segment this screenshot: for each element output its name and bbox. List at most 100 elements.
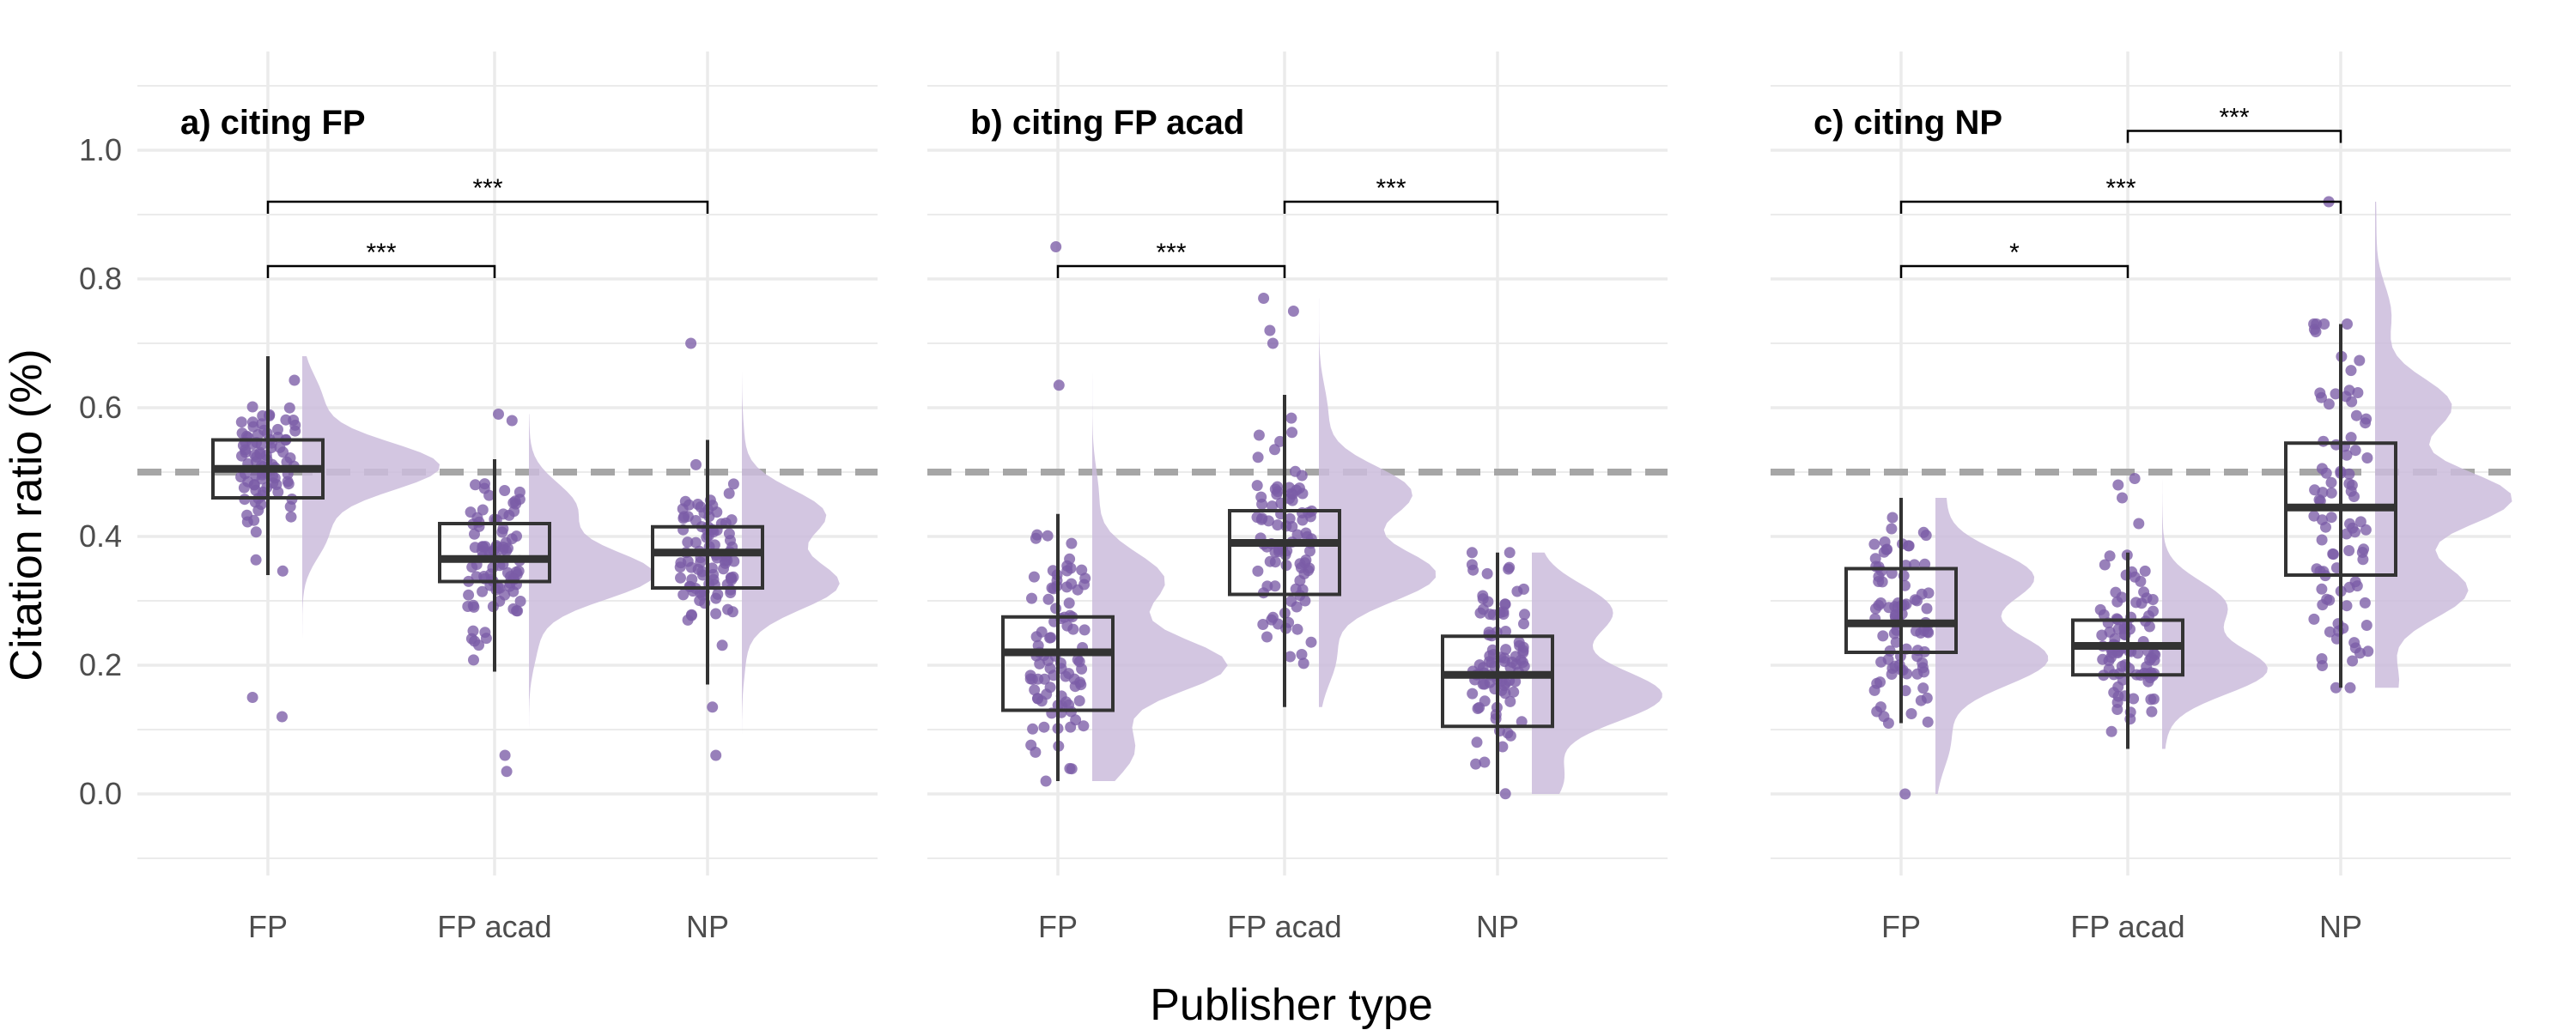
data-point xyxy=(1047,565,1059,577)
data-point xyxy=(1028,571,1040,583)
panel-2: FP FP acad NP *** *** b) citing FP acad xyxy=(927,52,1668,944)
x-tick-label: FP acad xyxy=(2070,909,2184,944)
significance-label: *** xyxy=(1156,239,1186,267)
data-point xyxy=(2146,706,2158,718)
data-point xyxy=(1515,654,1527,666)
data-point xyxy=(2360,417,2372,429)
data-point xyxy=(238,482,250,494)
significance-bracket xyxy=(2126,130,2342,143)
data-point xyxy=(1472,703,1484,714)
data-point xyxy=(2340,391,2352,403)
significance-label: *** xyxy=(2105,174,2136,203)
data-point xyxy=(1303,565,1315,577)
outlier-point xyxy=(1287,306,1299,317)
significance-label: *** xyxy=(472,174,502,203)
outlier-point xyxy=(685,337,697,349)
outlier-point xyxy=(1267,337,1279,349)
data-point xyxy=(1030,532,1042,544)
data-point xyxy=(1038,721,1050,733)
box-2 xyxy=(1228,509,1341,597)
data-point xyxy=(2343,545,2355,556)
data-point xyxy=(2328,548,2339,560)
data-point xyxy=(258,486,269,498)
outlier-point xyxy=(1050,241,1062,252)
data-point xyxy=(727,478,739,490)
data-point xyxy=(1253,429,1265,441)
outlier-point xyxy=(2129,473,2141,484)
data-point xyxy=(2148,693,2160,705)
data-point xyxy=(1269,580,1281,592)
x-tick-label: FP xyxy=(248,909,288,944)
data-point xyxy=(2362,645,2374,657)
data-point xyxy=(2344,682,2356,694)
data-point xyxy=(1878,711,1890,723)
data-point xyxy=(1066,537,1078,549)
significance-label: * xyxy=(2009,239,2020,267)
data-point xyxy=(1255,491,1267,503)
data-point xyxy=(1470,758,1482,770)
data-point xyxy=(2316,653,2328,664)
data-point xyxy=(1477,603,1489,615)
data-point xyxy=(1882,653,1894,665)
data-point xyxy=(480,633,492,645)
data-point xyxy=(675,557,687,569)
data-point xyxy=(1915,694,1927,706)
data-point xyxy=(2128,693,2140,705)
data-point xyxy=(2330,388,2342,400)
significance-bracket xyxy=(266,264,496,278)
significance-bracket xyxy=(1056,264,1286,278)
data-point xyxy=(1252,565,1264,577)
data-point xyxy=(468,654,479,666)
data-point xyxy=(2345,365,2357,377)
density-3 xyxy=(742,343,840,755)
data-point xyxy=(2117,674,2129,686)
data-point xyxy=(2341,449,2353,461)
data-point xyxy=(677,589,690,601)
data-point xyxy=(1061,620,1073,632)
outlier-point xyxy=(2117,492,2128,504)
data-point xyxy=(1267,500,1278,512)
data-point xyxy=(2124,623,2136,635)
outlier-point xyxy=(707,701,719,713)
data-point xyxy=(1481,567,1493,579)
data-point xyxy=(483,489,495,501)
data-point xyxy=(2099,559,2111,571)
data-point xyxy=(276,565,289,577)
data-point xyxy=(2321,593,2333,605)
data-point xyxy=(2308,324,2320,336)
data-point xyxy=(1042,530,1054,542)
data-point xyxy=(1917,682,1929,694)
box-1 xyxy=(1844,566,1958,654)
significance-bracket xyxy=(1283,200,1499,214)
data-point xyxy=(1876,576,1888,588)
data-point xyxy=(465,506,477,518)
data-point xyxy=(2316,534,2328,546)
data-point xyxy=(1921,603,1933,615)
data-point xyxy=(2345,432,2357,444)
data-point xyxy=(1508,686,1520,698)
data-point xyxy=(2359,597,2371,609)
outlier-point xyxy=(2133,518,2145,530)
data-point xyxy=(1886,523,1898,535)
data-point xyxy=(1026,592,1037,604)
data-point xyxy=(288,415,300,426)
box-3 xyxy=(1441,634,1554,729)
y-tick-label: 0.4 xyxy=(79,518,122,554)
data-point xyxy=(696,590,708,602)
data-point xyxy=(1063,597,1075,609)
panel-1: 0.0 0.2 0.4 0.6 0.8 1.0 FP FP acad NP *** *** a) ci… xyxy=(79,52,878,944)
data-point xyxy=(2349,576,2361,588)
data-point xyxy=(497,508,509,520)
data-point xyxy=(1076,663,1088,675)
panel-title: a) citing FP xyxy=(180,104,366,142)
data-point xyxy=(1305,636,1317,648)
data-point xyxy=(678,511,690,523)
density-3 xyxy=(1532,552,1662,794)
data-point xyxy=(1272,481,1284,493)
box-3 xyxy=(651,524,764,590)
data-point xyxy=(477,541,489,553)
data-point xyxy=(2103,655,2115,667)
density-2 xyxy=(2162,478,2268,749)
data-point xyxy=(1255,513,1267,525)
data-point xyxy=(1045,632,1057,644)
